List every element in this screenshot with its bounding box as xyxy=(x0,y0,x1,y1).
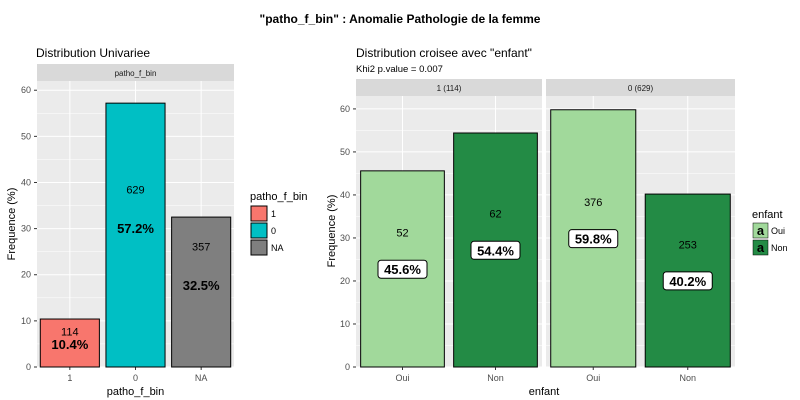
percent-label: 10.4% xyxy=(51,337,88,352)
count-label: 52 xyxy=(396,228,408,240)
univariate-chart: Distribution Univariee patho_f_bin 01020… xyxy=(6,46,308,398)
page-title: "patho_f_bin" : Anomalie Pathologie de l… xyxy=(260,12,541,26)
count-label: 62 xyxy=(489,209,501,221)
cross-subtitle: Khi2 p.value = 0.007 xyxy=(356,64,443,75)
y-tick-label: 60 xyxy=(21,85,31,95)
legend-key-1 xyxy=(250,205,268,222)
facet-one: 1 (114) 52 45.6% Oui 62 54.4% Non xyxy=(356,79,542,383)
legend-key-NA xyxy=(250,239,268,256)
legend-label: 1 xyxy=(271,209,276,219)
facet-zero: 0 (629) 376 59.8% Oui 253 40.2% Non xyxy=(546,79,735,383)
y-tick-label: 20 xyxy=(340,276,350,286)
y-tick-label: 10 xyxy=(340,319,350,329)
facet-strip xyxy=(546,79,735,96)
percent-label: 57.2% xyxy=(117,221,154,236)
y-tick-label: 30 xyxy=(340,233,350,243)
percent-label: 45.6% xyxy=(384,262,421,277)
legend-label: Oui xyxy=(771,226,785,236)
univariate-bars xyxy=(39,102,232,368)
x-tick-label: Oui xyxy=(395,373,409,383)
x-tick-label: Oui xyxy=(586,373,600,383)
x-tick-label: NA xyxy=(195,373,208,383)
count-label: 629 xyxy=(126,185,144,197)
legend-key-glyph: a xyxy=(757,223,765,238)
percent-label: 59.8% xyxy=(575,232,612,247)
legend-label: Non xyxy=(771,243,788,253)
cross-facets: 1 (114) 52 45.6% Oui 62 54.4% Non 0 (629) 376 59.… xyxy=(356,79,735,383)
univariate-legend-title: patho_f_bin xyxy=(250,191,308,203)
percent-label-box xyxy=(568,229,619,249)
cross-chart: Distribution croisee avec "enfant" Khi2 … xyxy=(326,46,788,398)
y-tick-label: 60 xyxy=(340,104,350,114)
univariate-legend: patho_f_bin 1 0 NA xyxy=(250,191,308,256)
x-tick-label: 1 xyxy=(67,373,72,383)
y-tick-label: 50 xyxy=(21,131,31,141)
percent-label: 32.5% xyxy=(183,278,220,293)
cross-y-axis: 0 10 20 30 40 50 60 xyxy=(340,104,356,372)
univariate-strip xyxy=(37,64,234,81)
legend-key-oui xyxy=(752,222,769,239)
bar-1 xyxy=(39,318,100,368)
facet-strip-label: 0 (629) xyxy=(628,84,654,93)
percent-label-box xyxy=(662,271,713,291)
univariate-y-title: Frequence (%) xyxy=(6,188,18,261)
bar-NA xyxy=(171,216,232,368)
y-tick-label: 40 xyxy=(21,177,31,187)
univariate-x-axis: 1 0 NA xyxy=(67,367,207,383)
count-label: 253 xyxy=(679,239,697,251)
univariate-strip-label: patho_f_bin xyxy=(115,69,157,78)
univariate-title: Distribution Univariee xyxy=(36,46,150,60)
legend-key-0 xyxy=(250,222,268,239)
count-label: 114 xyxy=(61,327,79,339)
x-tick-label: Non xyxy=(487,373,504,383)
cross-legend-title: enfant xyxy=(752,209,783,221)
y-tick-label: 10 xyxy=(21,316,31,326)
cross-x-title: enfant xyxy=(529,386,560,398)
percent-label-box xyxy=(470,240,521,260)
bar-0 xyxy=(105,102,166,368)
legend-key-non xyxy=(752,239,769,256)
y-tick-label: 0 xyxy=(26,362,31,372)
legend-key-glyph: a xyxy=(757,240,765,255)
legend-label: 0 xyxy=(271,226,276,236)
cross-title: Distribution croisee avec "enfant" xyxy=(356,46,532,60)
y-tick-label: 20 xyxy=(21,270,31,280)
y-tick-label: 50 xyxy=(340,147,350,157)
x-tick-label: 0 xyxy=(133,373,138,383)
percent-label: 40.2% xyxy=(669,274,706,289)
univariate-x-title: patho_f_bin xyxy=(107,386,165,398)
percent-label-box xyxy=(377,259,428,279)
cross-y-title: Frequence (%) xyxy=(326,195,338,268)
percent-label: 54.4% xyxy=(477,243,514,258)
y-tick-label: 40 xyxy=(340,190,350,200)
univariate-y-axis: 0 10 20 30 40 50 60 xyxy=(21,85,37,372)
count-label: 357 xyxy=(192,242,210,254)
y-tick-label: 30 xyxy=(21,224,31,234)
y-tick-label: 0 xyxy=(345,362,350,372)
x-tick-label: Non xyxy=(679,373,696,383)
facet-strip-label: 1 (114) xyxy=(437,84,462,93)
count-label: 376 xyxy=(584,197,602,209)
legend-label: NA xyxy=(271,243,284,253)
facet-strip xyxy=(356,79,542,96)
